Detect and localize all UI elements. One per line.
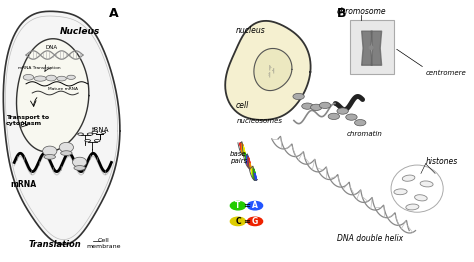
Ellipse shape [23,74,34,80]
Ellipse shape [94,139,100,142]
Circle shape [247,217,263,226]
Text: ›|: ›| [268,71,272,77]
FancyBboxPatch shape [350,20,394,74]
Text: mRNA Transcription: mRNA Transcription [18,66,60,70]
Ellipse shape [67,75,75,79]
Text: G: G [252,217,258,226]
Text: mRNA: mRNA [10,180,36,189]
Text: ≡: ≡ [243,217,250,226]
Ellipse shape [415,195,427,201]
Ellipse shape [85,139,91,142]
Ellipse shape [73,157,87,167]
Ellipse shape [394,189,407,195]
Ellipse shape [61,151,72,155]
Circle shape [310,104,322,111]
Circle shape [319,102,331,108]
Ellipse shape [74,166,85,170]
Polygon shape [225,21,310,120]
Polygon shape [3,11,120,244]
Text: tRNA: tRNA [92,127,109,133]
Ellipse shape [34,76,46,81]
Ellipse shape [369,46,373,49]
Ellipse shape [57,76,66,81]
Ellipse shape [406,204,419,210]
Text: A: A [109,7,118,20]
Ellipse shape [46,75,56,81]
Polygon shape [17,39,89,152]
Circle shape [328,113,339,119]
Text: nucleus: nucleus [236,26,265,35]
Ellipse shape [420,181,433,187]
Text: Nucleus: Nucleus [60,28,100,36]
Ellipse shape [43,146,57,156]
Circle shape [355,119,366,126]
Text: chromatin: chromatin [347,131,383,137]
Text: =: = [243,201,250,210]
Text: DNA: DNA [45,45,57,50]
Text: histones: histones [426,157,458,166]
Text: T: T [235,201,241,210]
Text: Transport to
cytoplasm: Transport to cytoplasm [6,115,49,126]
Ellipse shape [87,133,93,135]
Text: nucleosomes: nucleosomes [237,118,283,123]
Ellipse shape [78,133,83,135]
Text: Cell
membrane: Cell membrane [86,238,120,249]
Ellipse shape [44,155,55,159]
Text: B: B [337,7,346,20]
Text: cell: cell [236,101,249,110]
Text: DNA double helix: DNA double helix [337,234,403,243]
Circle shape [293,93,304,100]
Text: |›: |› [269,64,273,69]
Ellipse shape [92,131,98,133]
Text: chromosome: chromosome [337,7,386,16]
Circle shape [302,103,313,109]
Circle shape [230,217,246,226]
Ellipse shape [101,131,106,133]
Circle shape [346,114,357,120]
Text: ‹|: ‹| [272,68,275,73]
Polygon shape [254,48,292,91]
Circle shape [247,201,263,210]
Text: A: A [252,201,258,210]
Text: C: C [235,217,241,226]
Text: Translation: Translation [28,241,82,249]
Ellipse shape [402,175,415,181]
Text: centromere: centromere [426,70,466,76]
Circle shape [230,201,246,210]
Circle shape [337,108,348,114]
Text: Mature mRNA: Mature mRNA [47,87,78,91]
Ellipse shape [59,142,73,152]
Text: base
pairs: base pairs [230,151,247,164]
